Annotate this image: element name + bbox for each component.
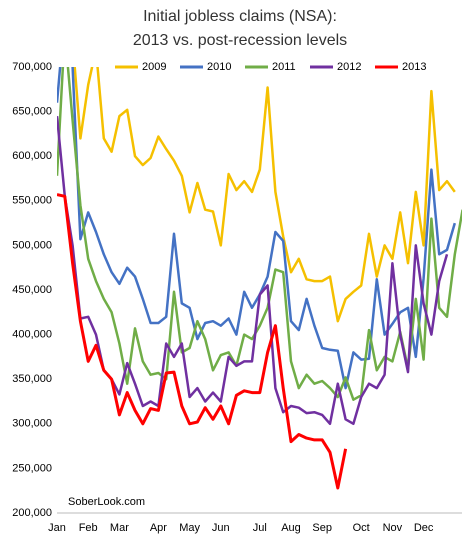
y-tick-label: 550,000 — [12, 195, 52, 207]
x-tick-label: May — [179, 522, 200, 534]
y-tick-label: 450,000 — [12, 284, 52, 296]
x-tick-label: Feb — [79, 522, 98, 534]
chart-title: Initial jobless claims (NSA): — [143, 8, 337, 25]
legend-label: 2009 — [142, 61, 166, 73]
x-tick-label: Oct — [353, 522, 370, 534]
series-line — [73, 67, 456, 323]
y-tick-label: 400,000 — [12, 329, 52, 341]
x-tick-label: Jun — [212, 522, 230, 534]
legend-label: 2012 — [337, 61, 361, 73]
x-tick-label: Jan — [48, 522, 66, 534]
x-tick-label: Jul — [253, 522, 267, 534]
y-tick-label: 500,000 — [12, 239, 52, 251]
x-tick-label: Nov — [383, 522, 403, 534]
x-tick-label: Apr — [150, 522, 167, 534]
y-tick-label: 700,000 — [12, 61, 52, 73]
annotation: SoberLook.com — [68, 496, 145, 508]
x-tick-label: Dec — [414, 522, 434, 534]
legend-label: 2011 — [272, 61, 296, 73]
x-tick-label: Aug — [281, 522, 301, 534]
y-tick-label: 250,000 — [12, 462, 52, 474]
x-tick-label: Sep — [312, 522, 332, 534]
legend-label: 2010 — [207, 61, 231, 73]
series-line — [57, 193, 348, 490]
y-tick-label: 650,000 — [12, 106, 52, 118]
chart-subtitle: 2013 vs. post-recession levels — [133, 32, 347, 49]
y-tick-label: 200,000 — [12, 507, 52, 519]
series-line — [57, 115, 449, 426]
legend-label: 2013 — [402, 61, 426, 73]
x-tick-label: Mar — [110, 522, 129, 534]
y-tick-label: 350,000 — [12, 373, 52, 385]
y-tick-label: 600,000 — [12, 150, 52, 162]
y-tick-label: 300,000 — [12, 418, 52, 430]
